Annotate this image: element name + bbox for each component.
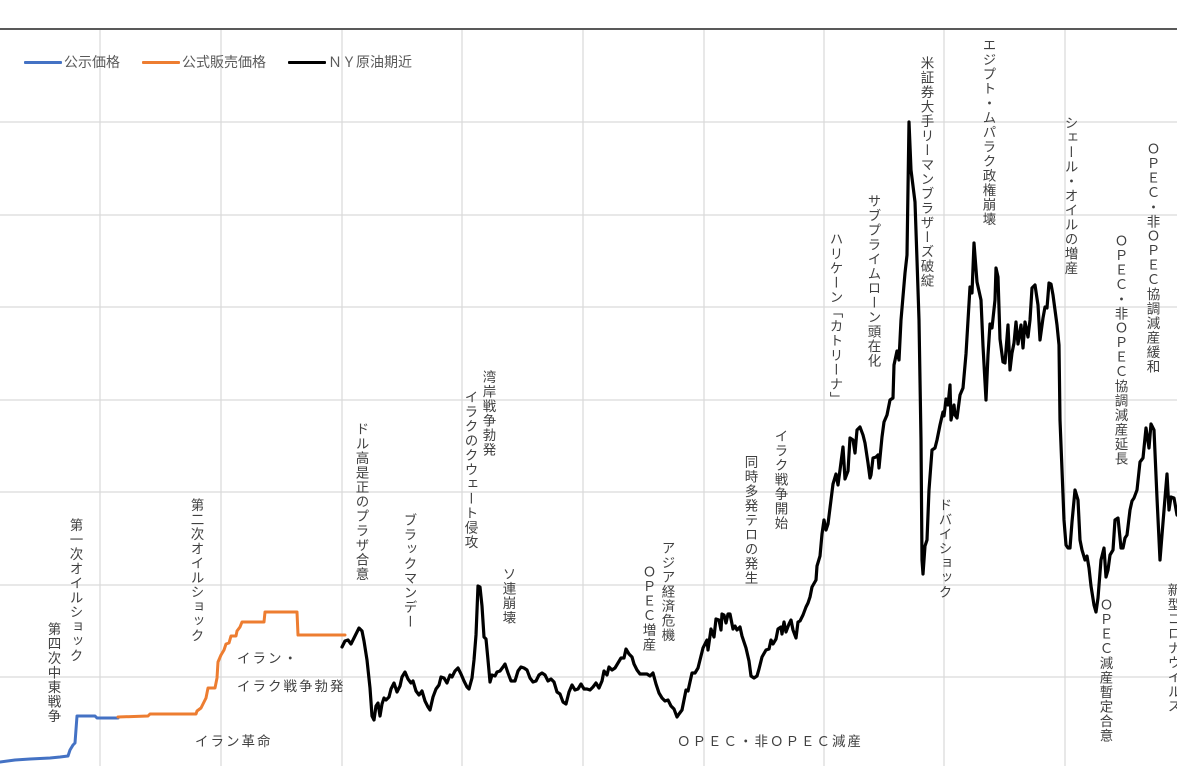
event-annotation: イラン革命 bbox=[195, 734, 273, 750]
event-annotation: 同時多発テロの発生 bbox=[741, 455, 758, 586]
series-line-0 bbox=[0, 714, 120, 764]
series-lines bbox=[0, 120, 1177, 764]
event-annotation: イラン・ bbox=[237, 651, 299, 667]
legend-swatch-blue bbox=[24, 60, 62, 64]
event-annotation: 米証券大手リーマンブラザーズ破綻 bbox=[917, 56, 934, 288]
event-annotation: ＯＰＥＣ減産暫定合意 bbox=[1096, 598, 1113, 743]
event-annotation: サブプライムローン頭在化 bbox=[864, 194, 881, 368]
legend-label: 公示価格 bbox=[64, 55, 120, 71]
event-annotation: イラク戦争開始 bbox=[771, 429, 788, 531]
legend-swatch-black bbox=[288, 60, 326, 64]
event-annotation: ドル高是正のプラザ合意 bbox=[352, 422, 369, 582]
event-annotation: 第四次中東戦争 bbox=[44, 622, 61, 724]
event-annotation: 第二次オイルショック bbox=[187, 498, 204, 643]
event-annotation: エジプト・ムパラク政権崩壊 bbox=[979, 38, 996, 227]
event-annotation: ハリケーン「カトリーナ」 bbox=[826, 232, 843, 406]
legend-item-ny-crude: ＮＹ原油期近 bbox=[288, 52, 412, 72]
event-annotation: ＯＰＥＣ増産 bbox=[639, 565, 656, 652]
event-annotation: 湾岸戦争勃発 bbox=[479, 370, 496, 457]
event-annotation: ソ連崩壊 bbox=[499, 567, 516, 625]
event-annotation: 第一次オイルショック bbox=[66, 518, 83, 663]
legend-item-posted-price: 公示価格 bbox=[24, 52, 120, 72]
legend-item-official-selling-price: 公式販売価格 bbox=[142, 52, 266, 72]
event-annotation: ドバイショック bbox=[935, 498, 952, 600]
event-annotation: ＯＰＥＣ・非ＯＰＥＣ協調減産緩和 bbox=[1143, 142, 1160, 374]
series-line-2 bbox=[340, 120, 1177, 722]
event-annotation: シェール・オイルの増産 bbox=[1061, 116, 1078, 276]
event-annotation: ＯＰＥＣ・非ＯＰＥＣ減産 bbox=[677, 734, 863, 750]
legend-label: ＮＹ原油期近 bbox=[328, 55, 412, 71]
series-line-1 bbox=[116, 610, 347, 719]
event-annotation: イラクのクウェート侵攻 bbox=[461, 390, 478, 550]
event-annotation: ＯＰＥＣ・非ＯＰＥＣ協調減産延長 bbox=[1111, 234, 1128, 466]
gridlines bbox=[0, 30, 1177, 766]
event-annotation: 新型コロナウイルス bbox=[1164, 583, 1177, 714]
legend-swatch-orange bbox=[142, 60, 180, 64]
event-annotation: ブラックマンデー bbox=[400, 513, 417, 629]
chart-top-border bbox=[0, 28, 1177, 30]
legend-label: 公式販売価格 bbox=[182, 55, 266, 71]
event-annotation: イラク戦争勃発 bbox=[237, 679, 346, 695]
event-annotation: アジア経済危機 bbox=[658, 541, 675, 643]
legend: 公示価格 公式販売価格 ＮＹ原油期近 bbox=[24, 52, 412, 72]
